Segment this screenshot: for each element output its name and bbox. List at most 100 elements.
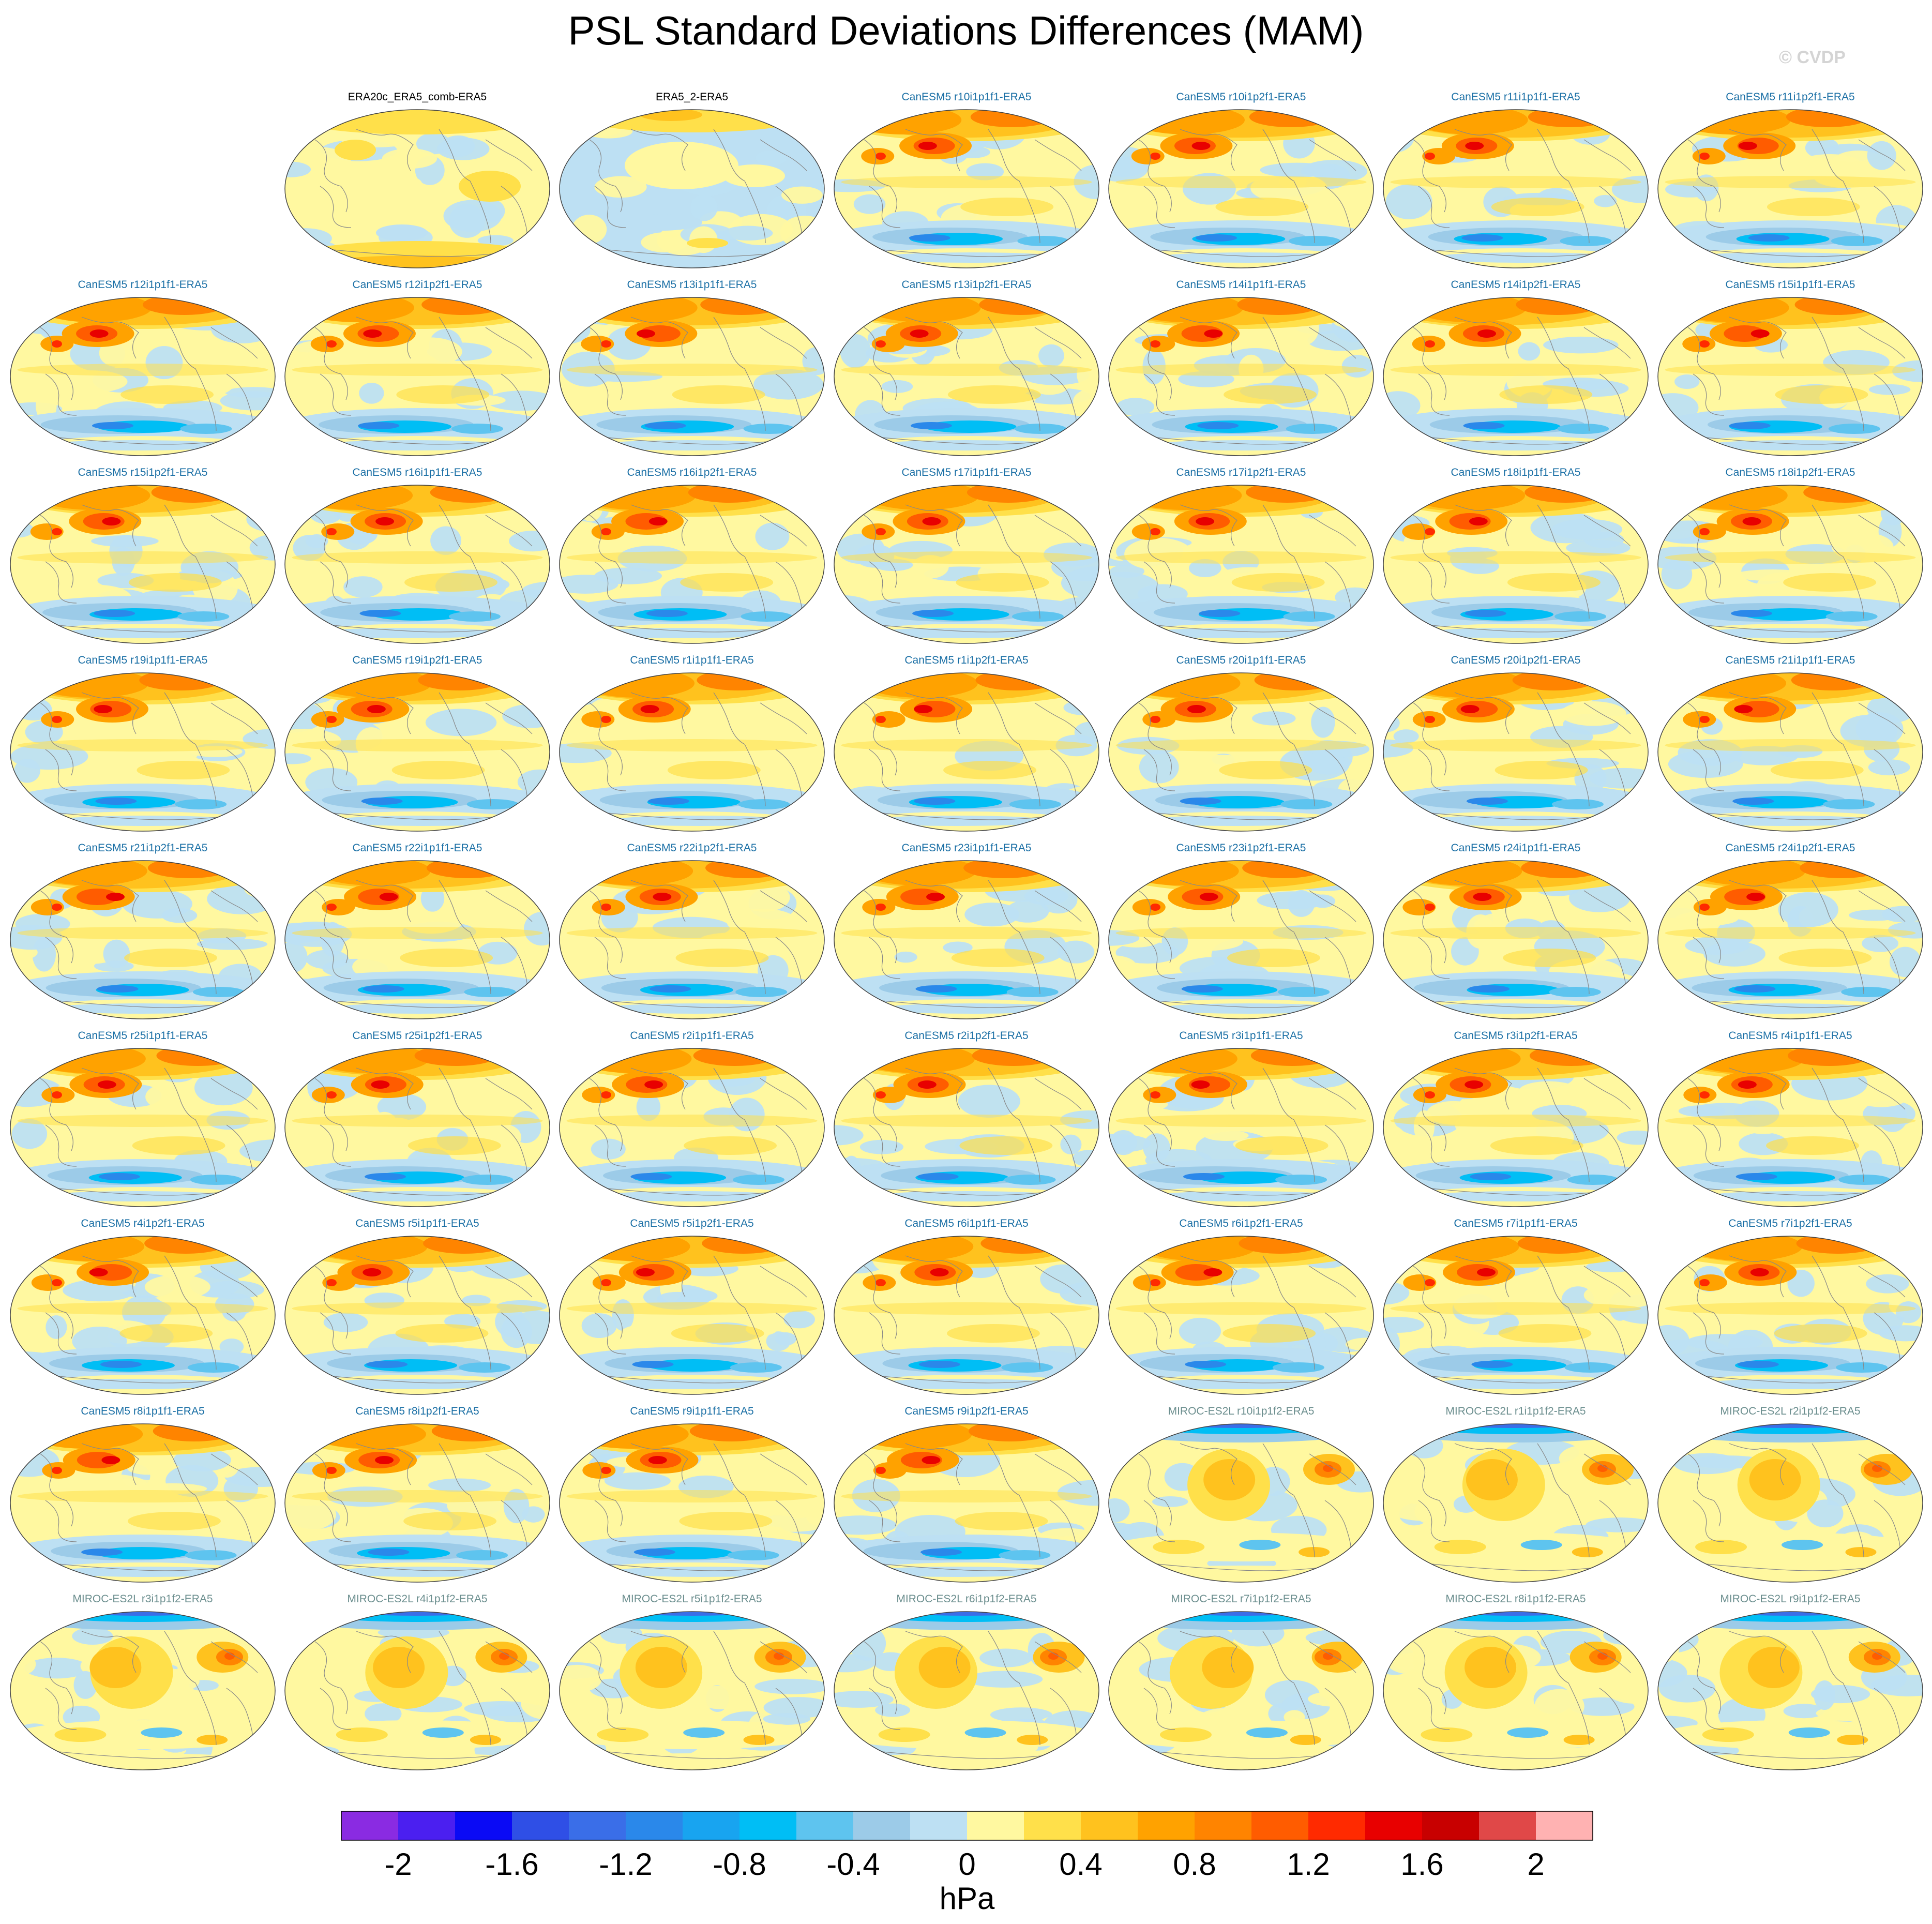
panel-label: CanESM5 r17i1p2f1-ERA5 bbox=[1176, 467, 1306, 478]
map-field bbox=[559, 1423, 825, 1583]
map-panel: CanESM5 r14i1p1f1-ERA5 bbox=[1108, 279, 1375, 457]
map-panel: CanESM5 r6i1p2f1-ERA5 bbox=[1108, 1217, 1375, 1395]
map-panel: CanESM5 r21i1p1f1-ERA5 bbox=[1657, 654, 1924, 832]
colorbar-swatch bbox=[626, 1811, 683, 1840]
colorbar-tick-label: 2 bbox=[1527, 1847, 1545, 1882]
map-field bbox=[834, 1048, 1099, 1207]
colorbar bbox=[341, 1811, 1593, 1841]
map-field bbox=[10, 1236, 276, 1395]
panel-label: ERA20c_ERA5_comb-ERA5 bbox=[348, 91, 487, 103]
colorbar-swatch bbox=[739, 1811, 797, 1840]
map-field bbox=[1657, 109, 1923, 268]
map-field bbox=[1383, 1048, 1649, 1207]
map-field bbox=[1108, 672, 1374, 832]
map-panel: CanESM5 r4i1p2f1-ERA5 bbox=[9, 1217, 276, 1395]
colorbar-swatch bbox=[512, 1811, 569, 1840]
panel-label: CanESM5 r14i1p2f1-ERA5 bbox=[1451, 279, 1581, 291]
map-panel: MIROC-ES2L r10i1p1f2-ERA5 bbox=[1108, 1405, 1375, 1583]
map-field bbox=[834, 1236, 1099, 1395]
panel-label: MIROC-ES2L r10i1p1f2-ERA5 bbox=[1168, 1405, 1315, 1417]
panel-label: CanESM5 r4i1p2f1-ERA5 bbox=[81, 1217, 205, 1229]
map-panel: CanESM5 r9i1p1f1-ERA5 bbox=[559, 1405, 825, 1583]
panel-label: CanESM5 r2i1p1f1-ERA5 bbox=[630, 1030, 754, 1042]
panel-label: CanESM5 r25i1p1f1-ERA5 bbox=[78, 1030, 208, 1042]
map-field bbox=[284, 485, 550, 644]
map-field bbox=[1383, 109, 1649, 268]
panel-label: ERA5_2-ERA5 bbox=[655, 91, 729, 103]
panel-label: CanESM5 r2i1p2f1-ERA5 bbox=[904, 1030, 1029, 1042]
colorbar-swatch bbox=[683, 1811, 740, 1840]
panel-label: MIROC-ES2L r4i1p1f2-ERA5 bbox=[347, 1593, 488, 1605]
panel-label: CanESM5 r21i1p2f1-ERA5 bbox=[78, 842, 208, 854]
map-field bbox=[284, 672, 550, 832]
panel-label: CanESM5 r3i1p1f1-ERA5 bbox=[1179, 1030, 1303, 1042]
panel-label: MIROC-ES2L r6i1p1f2-ERA5 bbox=[896, 1593, 1037, 1605]
panel-label: CanESM5 r9i1p2f1-ERA5 bbox=[904, 1405, 1029, 1417]
panel-label: CanESM5 r6i1p1f1-ERA5 bbox=[904, 1217, 1029, 1229]
map-panel: CanESM5 r14i1p2f1-ERA5 bbox=[1382, 279, 1649, 457]
colorbar-swatch bbox=[398, 1811, 456, 1840]
map-panel: CanESM5 r10i1p2f1-ERA5 bbox=[1108, 91, 1375, 269]
colorbar-swatch bbox=[1479, 1811, 1536, 1840]
panel-label: CanESM5 r16i1p2f1-ERA5 bbox=[627, 467, 757, 478]
panel-label: CanESM5 r15i1p2f1-ERA5 bbox=[78, 467, 208, 478]
colorbar-swatch bbox=[853, 1811, 911, 1840]
colorbar-swatch bbox=[1365, 1811, 1423, 1840]
panel-label: CanESM5 r23i1p2f1-ERA5 bbox=[1176, 842, 1306, 854]
panel-label: CanESM5 r20i1p1f1-ERA5 bbox=[1176, 654, 1306, 666]
map-field bbox=[1108, 860, 1374, 1019]
panel-label: CanESM5 r11i1p1f1-ERA5 bbox=[1451, 91, 1580, 103]
map-field bbox=[1108, 1611, 1374, 1770]
map-panel: CanESM5 r11i1p2f1-ERA5 bbox=[1657, 91, 1924, 269]
map-field bbox=[1108, 1048, 1374, 1207]
map-panel: CanESM5 r13i1p1f1-ERA5 bbox=[559, 279, 825, 457]
map-panel: CanESM5 r20i1p1f1-ERA5 bbox=[1108, 654, 1375, 832]
panel-label: MIROC-ES2L r7i1p1f2-ERA5 bbox=[1171, 1593, 1311, 1605]
map-panel: CanESM5 r22i1p2f1-ERA5 bbox=[559, 842, 825, 1020]
panel-label: CanESM5 r7i1p2f1-ERA5 bbox=[1728, 1217, 1852, 1229]
panel-label: MIROC-ES2L r8i1p1f2-ERA5 bbox=[1445, 1593, 1586, 1605]
map-panel: CanESM5 r6i1p1f1-ERA5 bbox=[833, 1217, 1100, 1395]
colorbar-tick-label: -1.6 bbox=[485, 1847, 539, 1882]
colorbar-units: hPa bbox=[939, 1881, 995, 1916]
map-panel: CanESM5 r16i1p2f1-ERA5 bbox=[559, 467, 825, 644]
map-field bbox=[1383, 1423, 1649, 1583]
panel-label: CanESM5 r1i1p2f1-ERA5 bbox=[904, 654, 1029, 666]
map-field bbox=[1383, 1236, 1649, 1395]
map-panel: CanESM5 r22i1p1f1-ERA5 bbox=[284, 842, 551, 1020]
panel-label: CanESM5 r14i1p1f1-ERA5 bbox=[1176, 279, 1306, 291]
panel-label: CanESM5 r19i1p2f1-ERA5 bbox=[352, 654, 482, 666]
panel-label: CanESM5 r12i1p2f1-ERA5 bbox=[352, 279, 482, 291]
map-field bbox=[1383, 297, 1649, 456]
panel-label: CanESM5 r9i1p1f1-ERA5 bbox=[630, 1405, 754, 1417]
map-panel: CanESM5 r1i1p1f1-ERA5 bbox=[559, 654, 825, 832]
map-field bbox=[284, 1611, 550, 1770]
map-field bbox=[10, 1048, 276, 1207]
map-panel: CanESM5 r18i1p2f1-ERA5 bbox=[1657, 467, 1924, 644]
map-panel: CanESM5 r7i1p1f1-ERA5 bbox=[1382, 1217, 1649, 1395]
watermark: © CVDP bbox=[1779, 48, 1846, 67]
panel-label: MIROC-ES2L r9i1p1f2-ERA5 bbox=[1720, 1593, 1861, 1605]
colorbar-tick-label: 0.4 bbox=[1059, 1847, 1103, 1882]
map-field bbox=[834, 485, 1099, 644]
map-panel: MIROC-ES2L r1i1p1f2-ERA5 bbox=[1382, 1405, 1649, 1583]
panel-label: CanESM5 r11i1p2f1-ERA5 bbox=[1726, 91, 1855, 103]
panel-label: CanESM5 r23i1p1f1-ERA5 bbox=[901, 842, 1032, 854]
panel-label: CanESM5 r8i1p1f1-ERA5 bbox=[81, 1405, 205, 1417]
map-panel: CanESM5 r5i1p2f1-ERA5 bbox=[559, 1217, 825, 1395]
map-panel: CanESM5 r13i1p2f1-ERA5 bbox=[833, 279, 1100, 457]
map-field bbox=[834, 297, 1099, 456]
colorbar-tick-label: -0.8 bbox=[713, 1847, 766, 1882]
map-panel: CanESM5 r2i1p2f1-ERA5 bbox=[833, 1030, 1100, 1208]
map-field bbox=[1657, 672, 1923, 832]
map-panel: CanESM5 r19i1p2f1-ERA5 bbox=[284, 654, 551, 832]
map-field bbox=[559, 297, 825, 456]
map-panel: CanESM5 r19i1p1f1-ERA5 bbox=[9, 654, 276, 832]
map-panel: CanESM5 r12i1p2f1-ERA5 bbox=[284, 279, 551, 457]
map-field bbox=[834, 109, 1099, 268]
map-panel: CanESM5 r21i1p2f1-ERA5 bbox=[9, 842, 276, 1020]
map-panel: CanESM5 r8i1p2f1-ERA5 bbox=[284, 1405, 551, 1583]
panel-label: CanESM5 r21i1p1f1-ERA5 bbox=[1725, 654, 1855, 666]
map-field bbox=[284, 109, 550, 268]
panel-label: CanESM5 r8i1p2f1-ERA5 bbox=[355, 1405, 479, 1417]
